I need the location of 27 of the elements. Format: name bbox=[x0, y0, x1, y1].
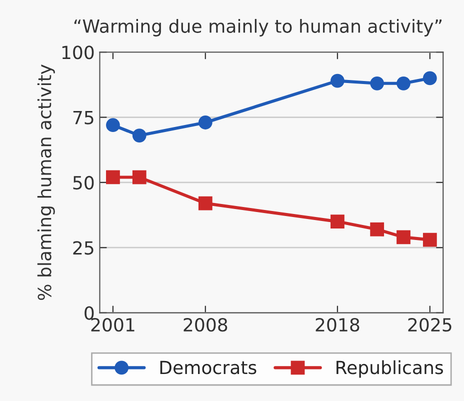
point bbox=[330, 214, 344, 228]
point bbox=[106, 118, 120, 132]
point bbox=[330, 74, 344, 88]
point bbox=[370, 222, 384, 236]
chart-title: “Warming due mainly to human activity” bbox=[74, 18, 442, 36]
point bbox=[396, 230, 410, 244]
point bbox=[198, 116, 212, 130]
point bbox=[132, 128, 146, 142]
x-tick-label: 2008 bbox=[184, 318, 228, 332]
y-tick-label: 75 bbox=[73, 110, 94, 124]
point bbox=[422, 232, 437, 247]
x-tick-label: 2025 bbox=[408, 318, 452, 332]
y-axis-title: % blaming human activity bbox=[37, 64, 55, 300]
point bbox=[106, 170, 120, 184]
point bbox=[396, 76, 410, 90]
point bbox=[422, 71, 437, 86]
y-tick-label: 50 bbox=[73, 176, 94, 190]
y-tick-label: 100 bbox=[62, 46, 94, 60]
point bbox=[132, 170, 146, 184]
y-tick-label: 25 bbox=[73, 241, 94, 255]
x-tick-label: 2001 bbox=[91, 318, 134, 332]
legend-label: Republicans bbox=[336, 360, 443, 378]
x-tick-label: 2018 bbox=[316, 318, 360, 332]
legend-label: Democrats bbox=[160, 360, 256, 374]
point bbox=[370, 76, 384, 90]
y-tick-label: 0 bbox=[84, 306, 94, 320]
point bbox=[198, 196, 212, 210]
